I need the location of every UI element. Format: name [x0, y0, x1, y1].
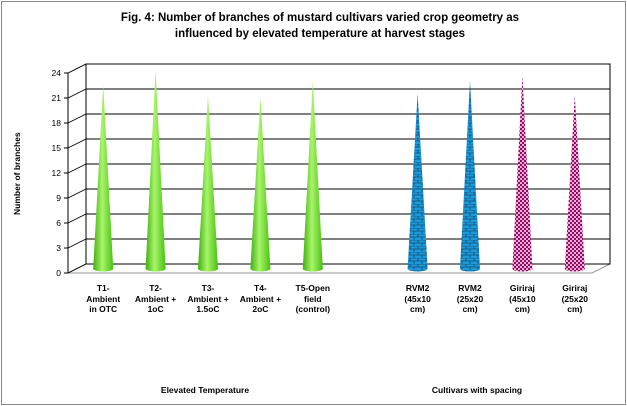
cone-base: [460, 265, 480, 272]
gridline-side: [67, 213, 87, 224]
x-tick-label: T1- Ambient in OTC: [86, 283, 121, 314]
y-tick-label: 3: [56, 243, 61, 253]
cone-body: [198, 95, 218, 272]
x-tick-label: Giriraj (25x20 cm): [561, 283, 589, 314]
bar-4: [250, 97, 271, 272]
cone-body: [564, 95, 585, 272]
bar-7: [407, 93, 428, 272]
gridline-side: [67, 88, 87, 99]
y-tick-label: 0: [56, 268, 61, 278]
cone-base: [302, 265, 323, 272]
bar-8: [460, 81, 480, 272]
group-label-elevated-temperature: Elevated Temperature: [160, 385, 250, 395]
bar-9: [512, 75, 533, 272]
x-tick-label: Giriraj (45x10 cm): [509, 283, 536, 314]
y-axis-label: Number of branches: [12, 132, 22, 215]
chart-marks: [93, 70, 585, 272]
chart-title: Fig. 4: Number of branches of mustard cu…: [120, 12, 520, 40]
y-tick-label: 21: [52, 93, 62, 103]
cone-body: [145, 70, 166, 272]
cone-base: [250, 265, 271, 272]
cone-body: [407, 93, 428, 272]
gridline-side: [67, 238, 87, 249]
y-tick-label: 9: [56, 193, 61, 203]
group-label-cultivars: Cultivars with spacing: [431, 385, 523, 395]
x-tick-label: T4- Ambient + 2oC: [239, 283, 282, 314]
cone-body: [302, 81, 323, 272]
y-tick-label: 6: [56, 218, 61, 228]
gridline-side: [67, 263, 87, 274]
cone-body: [460, 81, 480, 272]
gridline-side: [67, 113, 87, 124]
gridline-side: [67, 188, 87, 199]
cone-base: [407, 265, 428, 272]
y-tick-label: 18: [52, 118, 62, 128]
x-tick-label: RVM2 (25x20 cm): [456, 283, 484, 314]
cone-body: [512, 75, 533, 272]
x-tick-label: T3- Ambient + 1.5oC: [187, 283, 229, 314]
gridline-side: [67, 63, 87, 74]
x-tick-label: RVM2 (45x10 cm): [404, 283, 431, 314]
cone-body: [93, 85, 114, 272]
bar-2: [145, 70, 166, 272]
y-tick-label: 24: [52, 68, 62, 78]
bar-10: [564, 95, 585, 272]
cone-body: [250, 97, 271, 272]
x-tick-label: T2- Ambient + 1oC: [134, 283, 177, 314]
cone-base: [512, 265, 533, 272]
bar-1: [93, 85, 114, 272]
cone-base: [198, 265, 218, 272]
y-tick-label: 12: [52, 168, 62, 178]
bar-5: [302, 81, 323, 272]
y-tick-label: 15: [52, 143, 62, 153]
bar-3: [198, 95, 218, 272]
cone-base: [145, 265, 166, 272]
gridline-side: [67, 138, 87, 149]
x-tick-label: T5-Open field (control): [295, 283, 331, 314]
gridline-side: [67, 163, 87, 174]
cone-base: [93, 265, 114, 272]
cone-base: [564, 265, 585, 272]
